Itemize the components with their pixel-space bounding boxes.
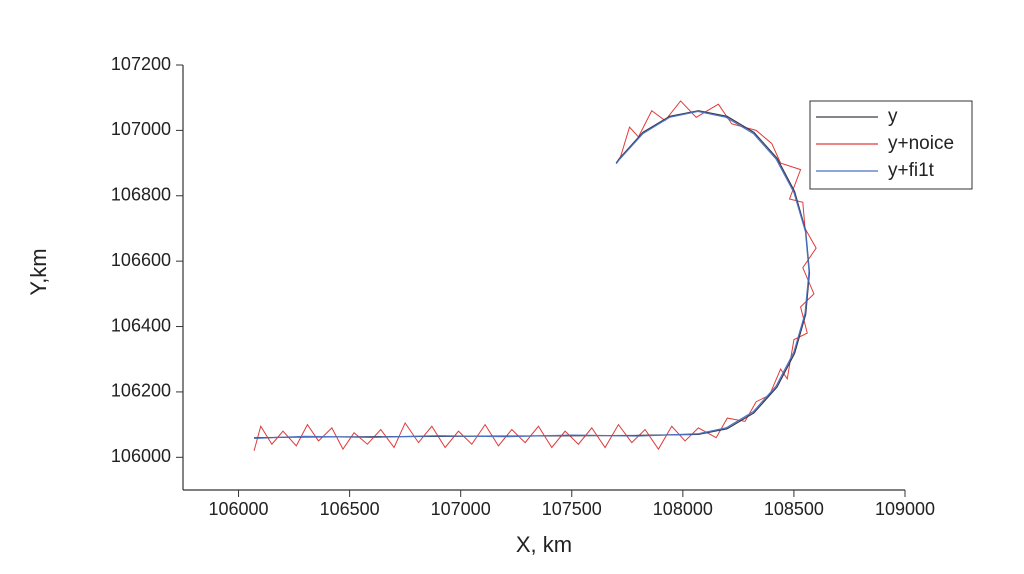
series-line [254, 110, 811, 439]
y-tick-label: 106800 [111, 185, 171, 205]
x-tick-label: 107500 [542, 499, 602, 519]
legend-label: y [888, 106, 898, 127]
y-tick-label: 106400 [111, 315, 171, 335]
legend-box [809, 100, 973, 190]
y-axis-title: Y,km [26, 248, 51, 295]
y-tick-label: 107000 [111, 119, 171, 139]
x-tick-label: 106000 [208, 499, 268, 519]
x-axis-title: X, km [516, 532, 572, 557]
legend-label: y+noice [888, 133, 954, 154]
legend-label: y+fi1t [888, 160, 935, 181]
y-tick-label: 106200 [111, 381, 171, 401]
x-tick-label: 106500 [320, 499, 380, 519]
series-line [253, 100, 817, 451]
x-tick-label: 108000 [653, 499, 713, 519]
series-line [254, 110, 810, 439]
y-tick-label: 106000 [111, 446, 171, 466]
x-tick-label: 108500 [764, 499, 824, 519]
x-tick-label: 109000 [875, 499, 935, 519]
y-tick-label: 107200 [111, 54, 171, 74]
x-tick-label: 107000 [431, 499, 491, 519]
y-tick-label: 106600 [111, 250, 171, 270]
